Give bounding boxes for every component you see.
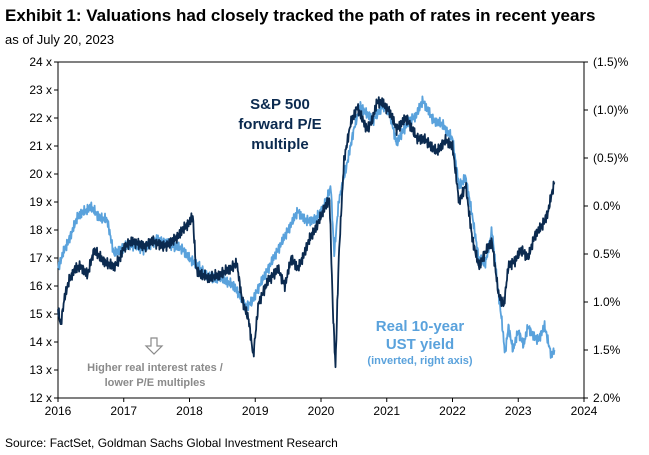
note-annotation: Higher real interest rates / lower P/E m…: [87, 337, 223, 389]
left-tick-label: 17 x: [29, 251, 52, 265]
right-tick-label: 0.0%: [593, 199, 621, 213]
left-tick-label: 24 x: [29, 55, 52, 69]
real-yield-label-line2: UST yield: [386, 336, 454, 353]
x-tick-label: 2021: [373, 404, 400, 418]
down-arrow-icon: [144, 337, 164, 355]
x-tick-label: 2019: [242, 404, 269, 418]
real-yield-label-line1: Real 10-year: [376, 318, 465, 335]
right-tick-label: (1.5)%: [593, 55, 629, 69]
right-tick-label: 1.5%: [593, 343, 621, 357]
right-tick-label: (1.0)%: [593, 103, 629, 117]
note-line2: lower P/E multiples: [105, 377, 206, 389]
right-axis: (1.5)% (1.0)% (0.5)% 0.0% 0.5% 1.0% 1.5% 2.0%: [584, 55, 629, 405]
right-tick-label: (0.5)%: [593, 151, 629, 165]
left-tick-label: 21 x: [29, 139, 52, 153]
sp500-label-line2: forward P/E: [238, 116, 321, 133]
left-tick-label: 20 x: [29, 167, 52, 181]
left-tick-label: 15 x: [29, 307, 52, 321]
x-tick-label: 2023: [505, 404, 532, 418]
x-tick-label: 2022: [439, 404, 466, 418]
sp500-label-line3: multiple: [251, 136, 309, 153]
left-tick-label: 13 x: [29, 363, 52, 377]
right-tick-label: 2.0%: [593, 391, 621, 405]
real-yield-label: Real 10-year UST yield (inverted, right …: [367, 318, 472, 367]
right-tick-label: 0.5%: [593, 247, 621, 261]
sp500-label-line1: S&P 500: [250, 96, 310, 113]
x-tick-label: 2020: [308, 404, 335, 418]
left-tick-label: 12 x: [29, 391, 52, 405]
note-line1: Higher real interest rates /: [87, 362, 223, 374]
x-axis: 2016 2017 2018 2019 2020 2021 2022 2023 2024: [45, 398, 598, 418]
x-tick-label: 2024: [571, 404, 598, 418]
left-tick-label: 22 x: [29, 111, 52, 125]
left-axis: 12 x 13 x 14 x 15 x 16 x 17 x 18 x 19 x 20 x 21 x…: [29, 55, 58, 405]
chart-subtitle: as of July 20, 2023: [5, 32, 114, 47]
right-tick-label: 1.0%: [593, 295, 621, 309]
x-tick-label: 2017: [110, 404, 137, 418]
chart-title: Exhibit 1: Valuations had closely tracke…: [5, 6, 595, 25]
real-yield-label-sub: (inverted, right axis): [367, 355, 472, 367]
sp500-pe-line: [57, 96, 556, 369]
left-tick-label: 16 x: [29, 279, 52, 293]
sp500-label: S&P 500 forward P/E multiple: [238, 96, 321, 153]
left-tick-label: 19 x: [29, 195, 52, 209]
x-tick-label: 2018: [176, 404, 203, 418]
source-note: Source: FactSet, Goldman Sachs Global In…: [5, 436, 338, 450]
left-tick-label: 14 x: [29, 335, 52, 349]
left-tick-label: 23 x: [29, 83, 52, 97]
left-tick-label: 18 x: [29, 223, 52, 237]
x-tick-label: 2016: [45, 404, 72, 418]
